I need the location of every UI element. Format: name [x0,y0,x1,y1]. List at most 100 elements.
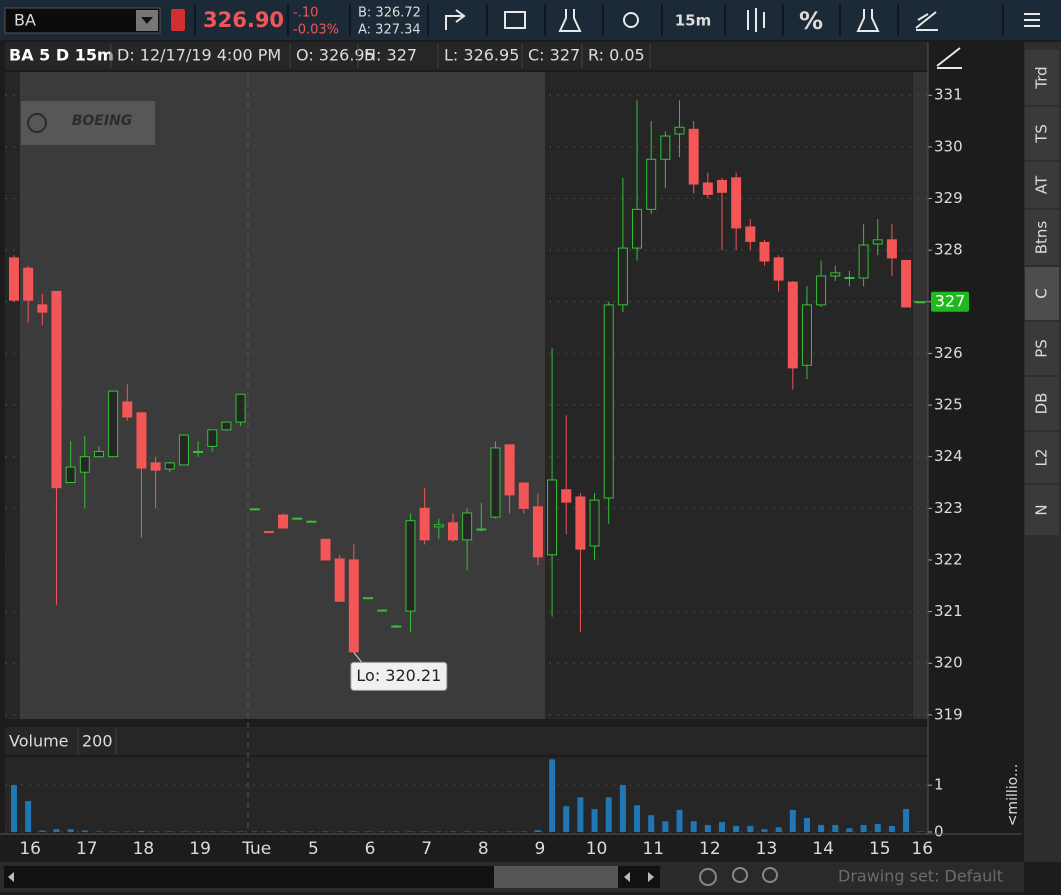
volume-bar [591,809,598,832]
volume-bar [81,830,88,832]
info-item: H: 327 [364,46,417,65]
candle-body [334,558,345,602]
studies-icon[interactable] [558,9,582,32]
candle-body [235,393,246,423]
side-tab-label: Btns [1033,221,1051,255]
candle-body [433,524,444,528]
symbol-box[interactable] [4,7,161,34]
candle-body [773,257,784,281]
volume-bar [25,801,32,832]
logo: BOEING [72,113,133,129]
volume-bar [832,824,839,832]
candle-body [504,444,515,496]
side-tab[interactable] [1025,107,1059,160]
y-tick-label: 1 [934,776,944,794]
volume-bar [775,827,782,832]
side-tab-label: Trd [1033,66,1051,89]
volume-bar [860,824,867,832]
side-tab[interactable] [1025,162,1059,208]
volume-bar [719,822,725,832]
candle-body [136,412,147,469]
candle-body [320,538,331,561]
candle-body [561,489,572,503]
volume-bar [563,806,570,832]
info-symbol: BA 5 D 15m [9,46,114,65]
share-icon[interactable] [445,9,466,30]
candle-body [575,496,586,550]
chart-style-icon[interactable] [747,8,765,32]
dropdown-arrow [141,17,153,24]
y-tick-label: 325 [934,396,963,414]
candle-body [844,277,855,280]
volume-bar [138,831,145,832]
volume-bar [67,829,74,832]
percent-toggle[interactable]: % [799,7,823,35]
y-tick-label: 331 [934,86,963,104]
candle-body [164,462,175,470]
candle-body [476,528,487,531]
settings-icon[interactable] [623,12,639,28]
pan-icon[interactable] [699,868,717,886]
drawing-tool[interactable] [936,47,962,69]
side-tab[interactable] [1025,432,1059,483]
x-tick-label: 8 [478,839,489,859]
candle-body [603,304,614,499]
side-tab[interactable] [1025,485,1059,535]
candle-body [93,451,104,458]
volume-bar [549,759,556,832]
side-tab-label: DB [1033,393,1051,415]
candle-body [632,208,643,249]
side-tab-label: L2 [1033,449,1051,467]
candle-body [37,304,48,313]
drawing-set[interactable]: Drawing set: Default [838,867,1003,886]
volume-bar [662,821,669,832]
candle-body [221,421,232,431]
last-price: 326.90 [203,8,284,32]
candle-body [872,239,883,245]
y-tick-label: 324 [934,447,963,465]
x-tick-label: 11 [642,839,664,859]
side-tab-label: PS [1033,339,1051,358]
side-tab[interactable] [1025,377,1059,430]
scroll-thumb[interactable] [494,866,618,888]
strategies-icon[interactable] [856,9,880,32]
menu-icon[interactable] [1024,13,1040,27]
candle-body [23,267,34,301]
side-tab-label: N [1033,504,1051,515]
side-tab[interactable] [1025,210,1059,265]
candle-body [193,451,204,454]
side-tab[interactable] [1025,267,1059,320]
volume-bar [648,815,655,832]
candle-body [717,179,727,193]
candle-body [108,390,119,458]
symbol: BA [14,11,36,30]
volume-bar [846,828,853,832]
x-tick-label: 16 [19,839,41,859]
x-tick-label: 14 [812,839,834,859]
x-tick-label: 12 [699,839,721,859]
y-tick-label: 323 [934,499,963,517]
x-tick-label: 15 [869,839,891,859]
side-tab[interactable] [1025,50,1059,105]
x-tick-label: 16 [911,839,933,859]
annotation-box [350,661,448,691]
zoom-in-icon[interactable] [732,867,748,883]
info-bar [5,42,928,70]
candle-body [532,506,543,558]
timeframe[interactable]: 15m [675,12,712,30]
volume-unit: <millio... [1005,764,1021,827]
news-icon[interactable] [504,11,526,29]
volume-header [5,727,928,755]
candle-body [249,508,260,511]
side-tab[interactable] [1025,322,1059,375]
zoom-out-icon[interactable] [762,867,778,883]
candle-body [178,434,189,466]
last-price-label: 327 [935,291,966,310]
candle-body [518,482,529,509]
logo-box [21,101,155,145]
candle-body [759,241,770,262]
volume-subtitle: 200 [82,732,113,751]
alert-icon[interactable] [171,9,185,31]
drawing-icon[interactable] [915,11,938,31]
candle-body [51,290,62,489]
